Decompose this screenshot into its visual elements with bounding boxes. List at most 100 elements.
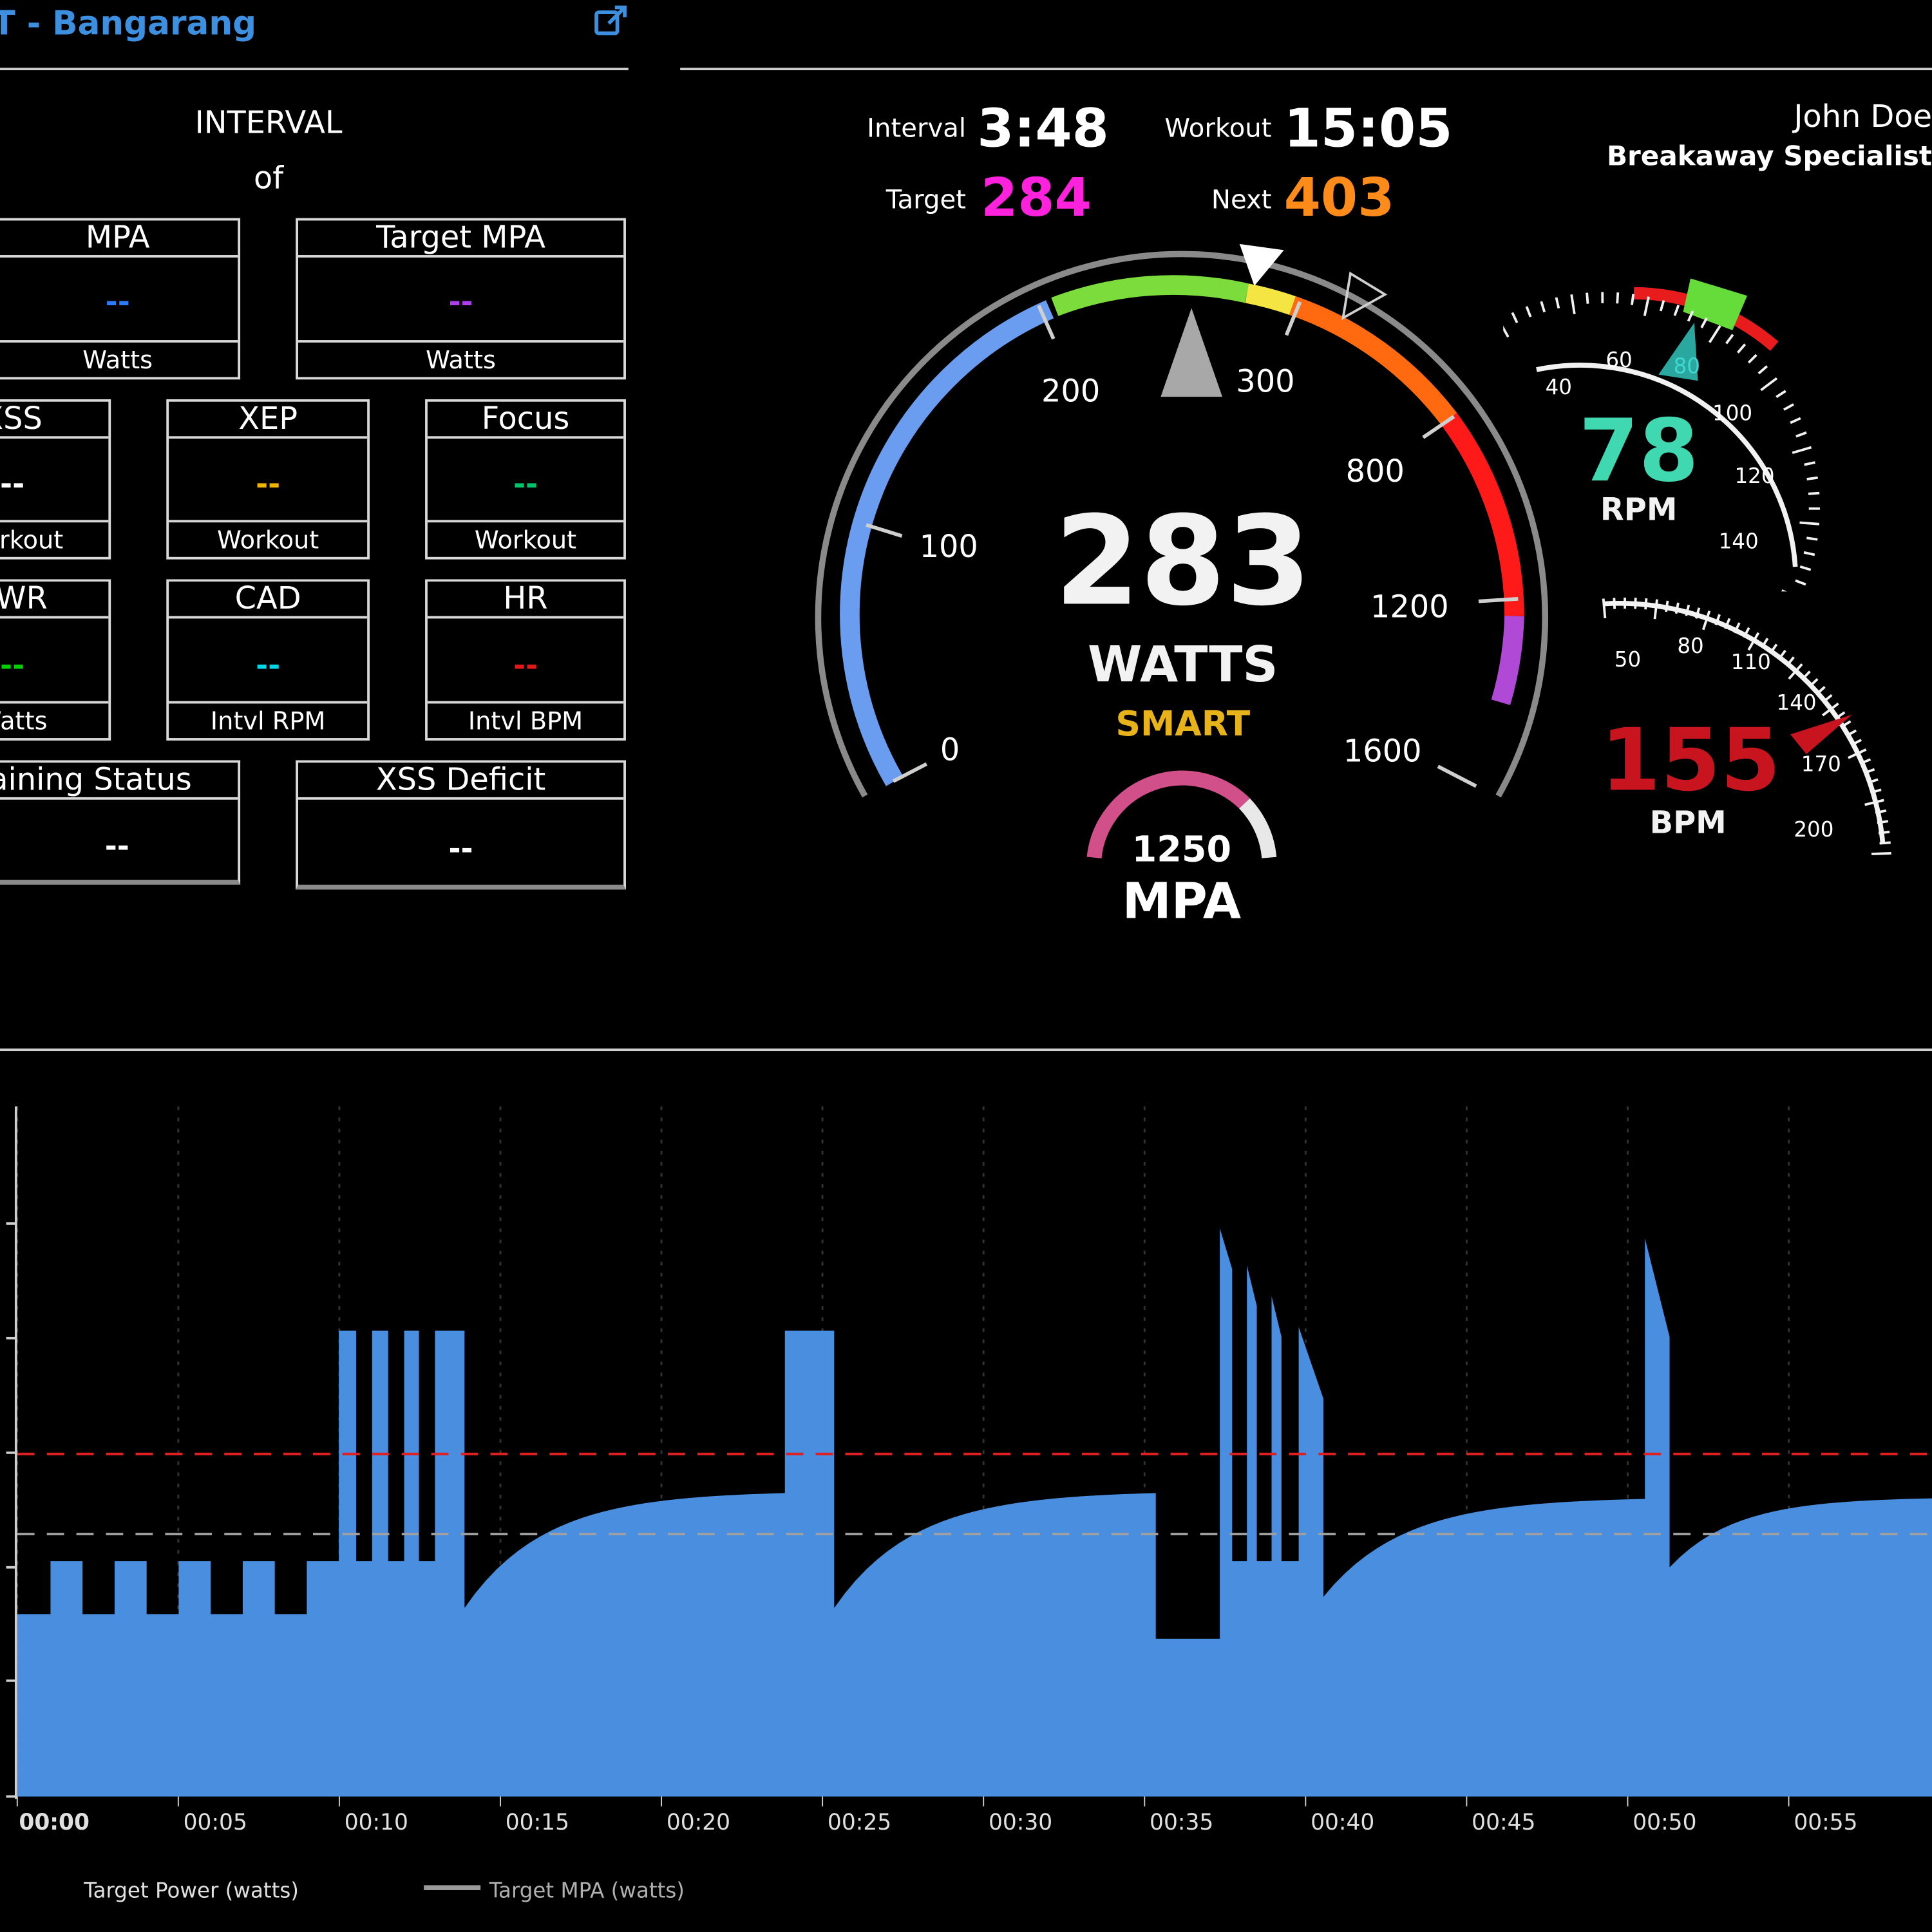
mpa-box: MPA -- Watts	[0, 218, 241, 380]
hr-minor-tick	[1815, 686, 1826, 696]
cadence-minor-tick	[1808, 491, 1820, 495]
x-tick-label: 00:25	[828, 1810, 891, 1835]
hr-minor-tick	[1644, 598, 1648, 610]
hr-minor-tick	[1835, 711, 1846, 720]
cadence-minor-tick	[1736, 343, 1747, 354]
workout-time-value: 15:05	[1283, 99, 1453, 160]
cadence-pointer-icon	[1658, 323, 1698, 381]
chart-x-tick-labels: 00:00 00:05 00:10 00:15 00:20 00:25 00:30 00:35…	[16, 1796, 1858, 1835]
xss-deficit-value: --	[448, 831, 473, 867]
next-power-label: Next	[1211, 184, 1272, 214]
x-tick-label: 00:05	[184, 1810, 247, 1835]
hr-tick-label-110: 110	[1731, 650, 1771, 674]
cadence-gauge-green-zone	[1683, 278, 1748, 330]
hr-tick-label-170: 170	[1801, 752, 1841, 777]
legend-target-power[interactable]: Target Power (watts)	[83, 1878, 299, 1902]
hr-minor-tick	[1777, 649, 1786, 661]
hr-minor-tick	[1602, 598, 1607, 619]
header-divider-right	[680, 68, 1932, 71]
cadence-minor-tick	[1804, 461, 1815, 466]
cadence-minor-tick	[1631, 294, 1635, 305]
power-tick-label-200: 200	[1041, 374, 1100, 410]
hr-tick-label-50: 50	[1615, 647, 1641, 672]
hr-minor-tick	[1864, 799, 1884, 806]
focus-box-footer: Workout	[427, 520, 624, 556]
legend-target-mpa[interactable]: Target MPA (watts)	[489, 1878, 685, 1902]
xss-box-header: XSS	[0, 402, 109, 439]
cadence-minor-tick	[1795, 431, 1807, 438]
x-tick-label: 00:15	[506, 1810, 569, 1835]
hr-tick-label-80: 80	[1677, 634, 1703, 658]
xss-box-value: --	[0, 467, 25, 502]
cadence-tick-label-40: 40	[1546, 375, 1572, 399]
xss-deficit-box: XSS Deficit --	[296, 760, 626, 890]
hr-minor-tick	[1870, 788, 1882, 794]
hr-minor-tick	[1694, 607, 1701, 619]
power-gauge-ticks	[866, 301, 1519, 788]
mpa-box-footer: Watts	[0, 340, 238, 377]
interval-time-label: Interval	[867, 113, 967, 143]
mpa-mini-gauge-pink	[1086, 770, 1250, 858]
cad-box-value: --	[256, 648, 281, 683]
power-tick-label-800: 800	[1346, 454, 1405, 489]
hr-minor-tick	[1877, 820, 1889, 824]
hr-minor-tick	[1714, 614, 1721, 625]
cadence-minor-tick	[1799, 521, 1820, 526]
hr-box-header: HR	[427, 582, 624, 619]
hr-minor-tick	[1664, 600, 1669, 612]
cadence-minor-tick	[1525, 306, 1532, 317]
hr-minor-tick	[1859, 758, 1871, 765]
page-title: T - Bangarang	[0, 5, 257, 43]
x-tick-label: 00:40	[1311, 1810, 1374, 1835]
hr-minor-tick	[1871, 852, 1891, 855]
cadence-minor-tick	[1803, 551, 1815, 556]
cad-box-header: CAD	[169, 582, 368, 619]
mpa-box-value: --	[105, 284, 130, 319]
cadence-minor-tick	[1757, 365, 1768, 375]
target-power-label: Target	[886, 184, 967, 214]
x-tick-label: 00:20	[667, 1810, 730, 1835]
cadence-gauge: 40 60 80 100 120 140 78 RPM	[1503, 278, 1820, 592]
user-rider-type: Breakaway Specialist	[1606, 142, 1932, 173]
xep-box-header: XEP	[169, 402, 368, 439]
workout-time-label: Workout	[1164, 113, 1272, 143]
external-link-icon[interactable]	[592, 3, 629, 39]
power-gauge-orange-band	[1289, 296, 1457, 425]
hr-minor-tick	[1653, 599, 1658, 620]
target-mpa-box-header: Target MPA	[298, 220, 624, 258]
hr-unit: BPM	[1650, 805, 1727, 840]
power-tick-label-300: 300	[1236, 364, 1294, 399]
pwr-box-header: PWR	[0, 582, 109, 619]
target-power-value: 284	[980, 167, 1092, 229]
xep-box-value: --	[256, 467, 281, 502]
power-tick-label-1200: 1200	[1370, 590, 1449, 625]
focus-box: Focus -- Workout	[425, 399, 626, 560]
hr-minor-tick	[1801, 670, 1811, 681]
focus-box-header: Focus	[427, 402, 624, 439]
hr-gauge-arc	[1604, 601, 1886, 844]
x-tick-label: 00:50	[1633, 1810, 1696, 1835]
cadence-minor-tick	[1799, 565, 1812, 571]
cadence-tick-label-60: 60	[1605, 348, 1632, 372]
hr-minor-tick	[1878, 830, 1890, 835]
power-gauge-outer-ring	[815, 251, 1549, 798]
hr-minor-tick	[1848, 748, 1867, 759]
x-tick-label: 00:30	[989, 1810, 1052, 1835]
hr-minor-tick	[1769, 643, 1778, 654]
hr-minor-tick	[1685, 605, 1690, 616]
cadence-minor-tick	[1783, 403, 1794, 411]
hr-minor-tick	[1613, 598, 1616, 609]
hr-minor-tick	[1851, 739, 1862, 746]
hr-minor-tick	[1840, 720, 1852, 728]
user-name: John Doe	[1794, 99, 1932, 135]
power-unit: WATTS	[1088, 636, 1278, 694]
header-divider-left	[0, 68, 629, 71]
hr-minor-tick	[1863, 768, 1875, 775]
mpa-gauge-value: 1250	[1132, 829, 1231, 870]
cadence-value: 78	[1579, 401, 1699, 501]
cadence-gauge-arc	[1536, 363, 1798, 567]
cadence-minor-tick	[1540, 301, 1546, 313]
cadence-tick-label-140: 140	[1719, 529, 1759, 553]
xep-box-footer: Workout	[169, 520, 368, 556]
next-power-marker-icon	[1341, 271, 1388, 321]
